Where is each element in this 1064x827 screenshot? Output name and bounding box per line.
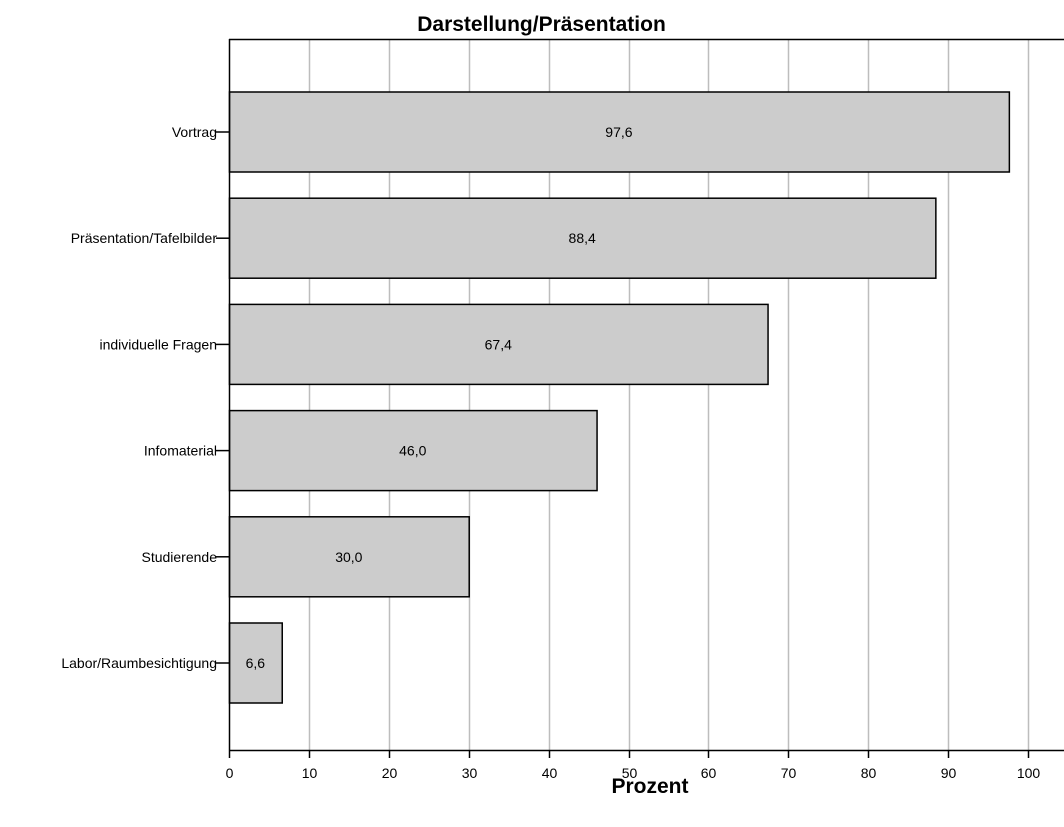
category-label-4: Studierende	[141, 549, 217, 565]
data-label-2: 67,4	[485, 336, 512, 352]
category-label-3: Infomaterial	[144, 443, 217, 459]
x-tick-label-80: 80	[861, 765, 877, 781]
x-tick-label-50: 50	[622, 765, 638, 781]
data-label-5: 6,6	[246, 655, 266, 671]
category-label-5: Labor/Raumbesichtigung	[61, 655, 217, 671]
axes: Vortrag Präsentation/Tafelbilder individue…	[61, 38, 1064, 781]
x-tick-label-70: 70	[781, 765, 797, 781]
category-label-0: Vortrag	[172, 124, 217, 140]
data-label-1: 88,4	[569, 230, 596, 246]
x-tick-label-40: 40	[542, 765, 558, 781]
data-label-0: 97,6	[605, 124, 632, 140]
bar-3	[228, 409, 598, 492]
bar-0	[228, 91, 1011, 173]
x-tick-label-10: 10	[302, 765, 318, 781]
x-tick-label-100: 100	[1017, 765, 1041, 781]
x-axis-title: Prozent	[611, 775, 689, 798]
category-label-2: individuelle Fragen	[99, 336, 217, 352]
x-tick-label-60: 60	[701, 765, 717, 781]
category-label-1: Präsentation/Tafelbilder	[71, 230, 218, 246]
x-tick-label-30: 30	[462, 765, 478, 781]
x-tick-label-0: 0	[226, 765, 234, 781]
bar-1	[228, 197, 937, 279]
bars: 97,6 88,4 67,4 46,0 30,0 6,6	[228, 91, 1011, 704]
x-tick-label-90: 90	[941, 765, 957, 781]
data-label-3: 46,0	[399, 443, 426, 459]
chart-title: Darstellung/Präsentation	[417, 13, 666, 36]
bar-4	[228, 516, 470, 598]
data-label-4: 30,0	[335, 549, 362, 565]
bar-2	[228, 303, 769, 386]
x-tick-label-20: 20	[382, 765, 398, 781]
